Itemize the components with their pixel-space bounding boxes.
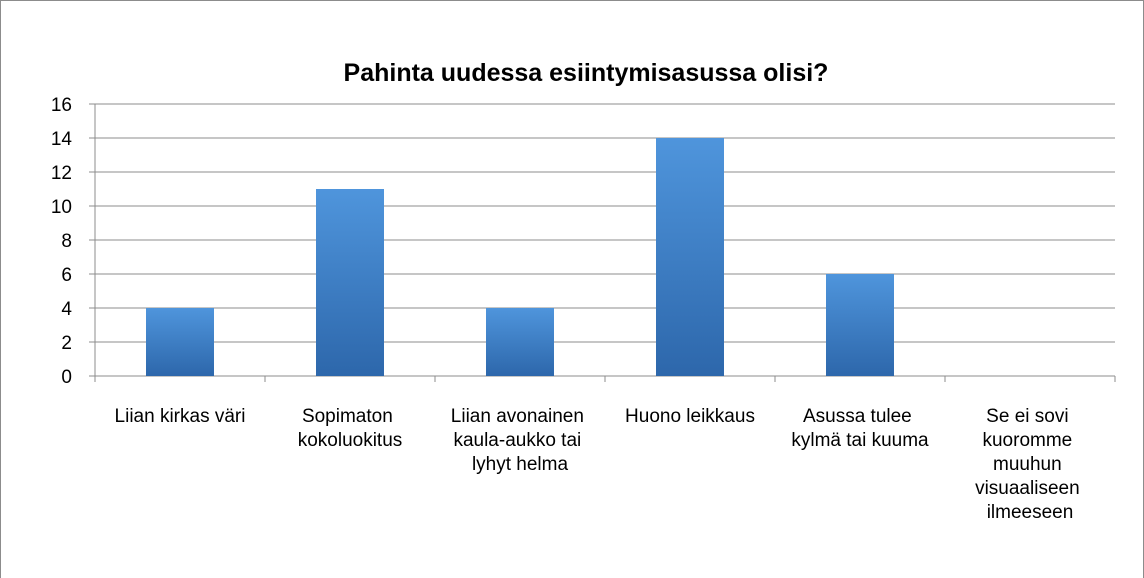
y-tick-label: 6 [61,265,72,286]
x-tick-label: Asussa tulee kylmä tai kuuma [791,406,929,451]
y-tick-label: 0 [61,367,72,388]
x-tick-label: Se ei sovi kuoromme muuhun visuaaliseen … [975,406,1085,523]
y-tick-label: 4 [61,299,72,320]
bar [486,308,554,376]
bar [146,308,214,376]
y-tick-label: 12 [51,163,72,184]
x-tick-label: Liian kirkas väri [115,406,246,427]
y-tick-label: 16 [51,95,72,116]
chart-title: Pahinta uudessa esiintymisasussa olisi? [344,59,829,87]
bar [316,189,384,376]
x-tick-label: Sopimaton kokoluokitus [298,406,403,451]
x-tick-label: Huono leikkaus [625,406,755,427]
bar [826,274,894,376]
y-tick-label: 2 [61,333,72,354]
y-tick-label: 14 [51,129,73,150]
y-tick-label: 8 [61,231,72,252]
x-tick-label: Liian avonainen kaula-aukko tai lyhyt he… [451,406,589,475]
y-tick-label: 10 [51,197,72,218]
bar [656,138,724,376]
